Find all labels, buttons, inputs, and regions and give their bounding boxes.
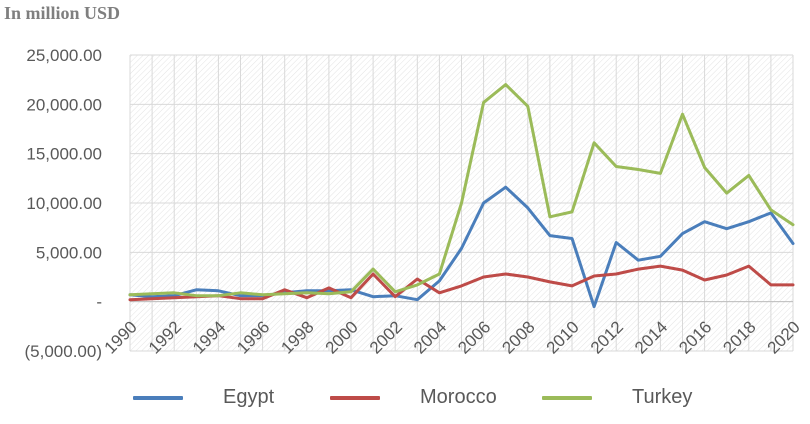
y-tick-label: - [96,293,102,312]
legend-item-morocco: Morocco [330,386,497,409]
legend-swatch-egypt [133,395,183,400]
series-line-turkey [128,83,795,298]
series-line-morocco [128,264,795,302]
legend-label-turkey: Turkey [632,386,693,408]
y-tick-label: 20,000.00 [26,95,102,114]
legend-item-turkey: Turkey [542,386,692,409]
legend-swatch-turkey [542,395,592,400]
y-tick-label: 5,000.00 [36,243,102,262]
y-axis-tick-labels: (5,000.00) - 5,000.00 10,000.00 15,000.00 20,… [25,46,103,361]
y-tick-label: 15,000.00 [26,145,102,164]
y-tick-label: 25,000.00 [26,46,102,65]
y-tick-label: (5,000.00) [25,342,103,361]
series-line-egypt [128,185,795,309]
legend-swatch-morocco [330,395,380,400]
unit-label: In million USD [4,3,121,23]
horizontal-gridlines [130,54,793,352]
legend-label-morocco: Morocco [420,386,497,408]
y-tick-label: 10,000.00 [26,194,102,213]
legend-item-egypt: Egypt [133,386,274,409]
legend: Egypt Morocco Turkey [0,386,810,416]
legend-label-egypt: Egypt [223,386,275,408]
series-lines [128,83,795,309]
